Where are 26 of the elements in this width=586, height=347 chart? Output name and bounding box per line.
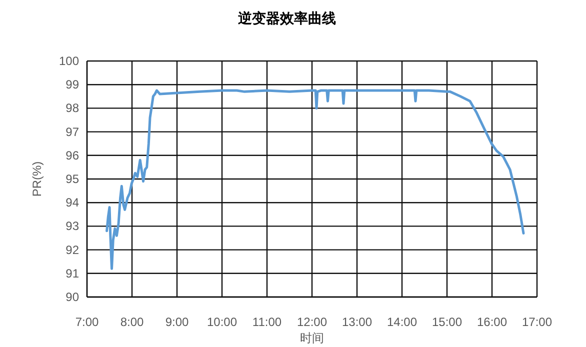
x-tick-label: 13:00 bbox=[342, 315, 372, 329]
x-tick-label: 14:00 bbox=[386, 315, 418, 329]
y-tick-label: 99 bbox=[66, 78, 80, 92]
y-tick-label: 93 bbox=[66, 219, 80, 234]
y-tick-label: 100 bbox=[58, 54, 80, 68]
x-tick-label: 16:00 bbox=[476, 315, 508, 329]
y-axis-title: PR(%) bbox=[30, 161, 44, 197]
x-tick-label: 11:00 bbox=[252, 315, 282, 329]
x-tick-label: 10:00 bbox=[206, 315, 238, 329]
y-tick-label: 96 bbox=[66, 148, 80, 162]
y-tick-label: 97 bbox=[66, 124, 80, 139]
y-tick-label: 95 bbox=[66, 172, 80, 186]
x-tick-label: 15:00 bbox=[432, 315, 462, 329]
chart-title: 逆变器效率曲线 bbox=[237, 10, 336, 26]
x-tick-label: 17:00 bbox=[522, 315, 552, 329]
y-tick-label: 90 bbox=[66, 290, 80, 304]
x-tick-label: 8:00 bbox=[120, 315, 144, 329]
y-tick-label: 92 bbox=[66, 242, 80, 257]
x-axis-title: 时间 bbox=[300, 331, 324, 345]
x-tick-label: 12:00 bbox=[296, 315, 328, 329]
x-tick-label: 9:00 bbox=[165, 315, 189, 329]
x-tick-label: 7:00 bbox=[75, 315, 99, 329]
line-series bbox=[106, 89, 525, 270]
y-tick-label: 94 bbox=[66, 196, 80, 210]
y-tick-label: 98 bbox=[66, 101, 80, 116]
y-tick-label: 91 bbox=[66, 266, 80, 280]
